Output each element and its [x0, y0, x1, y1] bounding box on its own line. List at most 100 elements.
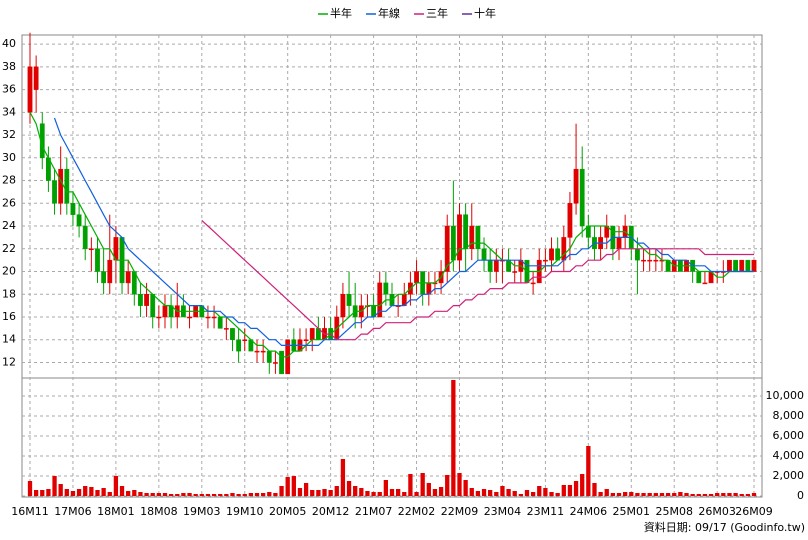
volume-bar [580, 474, 585, 496]
candle-body [647, 259, 653, 262]
volume-bar [555, 493, 560, 496]
legend-label: 半年 [330, 6, 352, 20]
volume-bar [567, 485, 573, 496]
y-tick-label: 12 [2, 355, 16, 368]
volume-bar [193, 494, 198, 496]
volume-bar [733, 493, 738, 496]
y-tick-label: 34 [2, 105, 16, 118]
candle-body [39, 123, 45, 159]
candle-body [573, 168, 579, 204]
y2-tick-label: 0 [797, 489, 804, 502]
x-tick-label: 26M03 [698, 505, 736, 518]
candle-body [254, 350, 260, 353]
candle-body [309, 328, 315, 340]
volume-bar [138, 492, 143, 496]
volume-bar [230, 493, 235, 496]
candle-body [242, 339, 248, 341]
y-tick-label: 36 [2, 83, 16, 96]
candle-body [125, 271, 131, 284]
volume-bar [665, 493, 671, 496]
candle-body [549, 248, 554, 261]
candle-body [641, 259, 646, 262]
volume-bar [83, 486, 88, 496]
x-tick-label: 20M12 [312, 505, 350, 518]
volume-bar [708, 494, 714, 496]
volume-bar [445, 475, 450, 496]
volume-bar [475, 491, 481, 496]
volume-bar [426, 483, 431, 496]
volume-bar [353, 486, 358, 496]
volume-bar [58, 484, 63, 496]
volume-bar [549, 492, 554, 496]
candle-body [751, 259, 757, 272]
candle-body [88, 248, 94, 251]
volume-bar [248, 493, 254, 496]
volume-bar [334, 486, 339, 496]
volume-bar [371, 492, 376, 496]
volume-bar [279, 486, 284, 496]
volume-bar [530, 492, 536, 496]
x-tick-label: 18M08 [140, 505, 178, 518]
x-tick-label: 22M02 [398, 505, 436, 518]
volume-bar [751, 493, 757, 496]
volume-bar [346, 481, 352, 496]
volume-bar [303, 483, 309, 496]
volume-bar [236, 494, 241, 496]
volume-bar [218, 494, 223, 496]
volume-bar [420, 473, 425, 496]
volume-bar [175, 494, 180, 496]
volume-bar [543, 488, 548, 496]
volume-bar [205, 494, 211, 496]
volume-bar [524, 490, 530, 496]
candle-body [481, 248, 487, 261]
candle-body [561, 237, 567, 261]
candle-body [217, 316, 223, 329]
volume-bar [432, 489, 438, 496]
volume-bar [389, 489, 395, 496]
volume-bar [168, 494, 174, 496]
volume-bar [46, 489, 51, 496]
candle-body [739, 259, 745, 272]
candle-body [107, 259, 113, 284]
x-tick-label: 23M04 [484, 505, 522, 518]
volume-bar [27, 481, 33, 496]
volume-bar [383, 480, 389, 496]
candle-body [27, 66, 33, 113]
volume-bar [739, 494, 744, 496]
volume-bar [604, 489, 609, 496]
volume-bar [690, 494, 695, 496]
x-tick-label: 18M01 [97, 505, 135, 518]
candle-body [696, 271, 702, 284]
candle-body [377, 282, 383, 318]
volume-bar [291, 476, 296, 496]
volume-bar [162, 493, 168, 496]
x-tick-label: 20M05 [269, 505, 307, 518]
volume-bar [40, 490, 45, 496]
volume-bar [506, 489, 511, 496]
candle-body [635, 248, 640, 261]
candle-body [414, 271, 419, 284]
volume-bar [402, 492, 407, 496]
legend-label: 三年 [426, 6, 448, 20]
volume-bar [328, 490, 333, 496]
volume-bar [586, 446, 591, 496]
candle-body [144, 294, 149, 306]
candle-body [745, 259, 751, 272]
candle-body [236, 339, 242, 352]
candle-body [162, 305, 168, 318]
candle-body [702, 282, 708, 285]
candle-body [101, 271, 107, 284]
y2-tick-label: 10,000 [766, 389, 805, 402]
volume-bar [745, 494, 751, 496]
volume-bar [377, 492, 382, 496]
volume-bar [537, 486, 542, 496]
y-tick-label: 28 [2, 174, 16, 187]
candle-body [567, 203, 573, 238]
y2-tick-label: 8,000 [773, 409, 805, 422]
legend-label: 十年 [474, 6, 496, 20]
volume-bar [132, 490, 137, 496]
candle-body [211, 316, 217, 319]
volume-bar [181, 493, 186, 496]
volume-bar [95, 490, 100, 496]
candle-body [266, 350, 272, 363]
